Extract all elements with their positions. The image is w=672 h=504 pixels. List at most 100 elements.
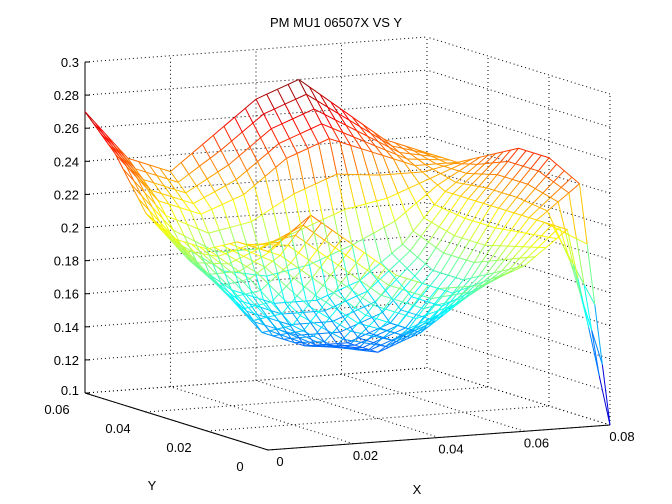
- mesh-segment: [453, 218, 466, 236]
- mesh-segment: [371, 317, 380, 329]
- mesh-segment: [518, 217, 530, 233]
- mesh-segment: [281, 118, 293, 125]
- mesh-segment: [484, 227, 496, 246]
- mesh-segment: [328, 138, 338, 175]
- mesh-segment: [457, 294, 466, 300]
- mesh-segment: [279, 244, 289, 256]
- mesh-segment: [205, 246, 217, 253]
- mesh-segment: [328, 332, 338, 344]
- mesh-segment: [246, 310, 258, 316]
- surface-mesh: [84, 79, 611, 426]
- mesh-segment: [391, 145, 400, 153]
- floor-grid-line: [341, 373, 525, 432]
- mesh-segment: [498, 207, 507, 212]
- mesh-segment: [376, 329, 388, 336]
- mesh-segment: [307, 143, 319, 149]
- mesh-segment: [281, 312, 293, 315]
- mesh-segment: [347, 307, 356, 317]
- mesh-segment: [202, 257, 211, 276]
- mesh-segment: [366, 344, 376, 352]
- z-tick-label: 0.22: [54, 187, 79, 202]
- mesh-segment: [580, 295, 590, 328]
- mesh-segment: [522, 234, 535, 248]
- mesh-segment: [148, 164, 158, 176]
- mesh-segment: [307, 295, 316, 306]
- mesh-segment: [222, 198, 234, 205]
- mesh-segment: [472, 156, 481, 160]
- side-wall-grid-line: [426, 334, 611, 393]
- mesh-segment: [368, 174, 378, 202]
- mesh-segment: [405, 304, 414, 316]
- mesh-segment: [116, 146, 126, 158]
- mesh-segment: [348, 272, 360, 281]
- mesh-segment: [292, 118, 301, 134]
- floor-grid-line: [206, 405, 550, 432]
- mesh-segment: [438, 226, 448, 232]
- mesh-segment: [342, 311, 354, 318]
- mesh-segment: [200, 208, 212, 215]
- mesh-segment: [157, 200, 167, 216]
- mesh-segment: [440, 173, 449, 179]
- mesh-segment: [449, 195, 461, 212]
- mesh-segment: [470, 261, 483, 279]
- mesh-segment: [390, 322, 399, 326]
- mesh-segment: [319, 94, 332, 103]
- mesh-segment: [513, 212, 522, 216]
- mesh-segment: [481, 245, 493, 263]
- mesh-segment: [516, 257, 528, 268]
- mesh-segment: [275, 276, 287, 287]
- mesh-segment: [541, 235, 550, 238]
- mesh-segment: [277, 328, 289, 334]
- mesh-segment: [188, 165, 200, 175]
- mesh-segment: [223, 126, 233, 142]
- mesh-segment: [348, 119, 358, 132]
- mesh-segment: [426, 305, 435, 316]
- mesh-segment: [423, 152, 432, 157]
- mesh-segment: [357, 314, 367, 324]
- mesh-segment: [107, 143, 116, 155]
- mesh-segment: [425, 319, 434, 327]
- mesh-segment: [455, 259, 467, 278]
- mesh-segment: [446, 230, 455, 237]
- side-wall-grid-line: [426, 301, 611, 360]
- mesh-segment: [437, 287, 446, 292]
- mesh-segment: [324, 229, 333, 241]
- mesh-segment: [475, 187, 487, 202]
- mesh-segment: [287, 267, 299, 271]
- mesh-segment: [406, 268, 416, 277]
- mesh-segment: [305, 232, 315, 244]
- mesh-segment: [310, 311, 319, 322]
- mesh-segment: [246, 261, 255, 267]
- mesh-segment: [530, 235, 542, 248]
- mesh-segment: [440, 272, 449, 276]
- mesh-segment: [153, 182, 162, 194]
- mesh-segment: [270, 128, 280, 144]
- mesh-segment: [426, 193, 435, 206]
- mesh-segment: [183, 235, 196, 242]
- mesh-segment: [105, 134, 115, 146]
- mesh-segment: [295, 300, 307, 303]
- mesh-segment: [138, 161, 150, 166]
- mesh-segment: [392, 158, 402, 174]
- mesh-segment: [255, 303, 264, 307]
- mesh-segment: [397, 325, 406, 329]
- mesh-segment: [414, 164, 426, 166]
- mesh-segment: [350, 321, 362, 328]
- mesh-segment: [142, 179, 152, 191]
- mesh-segment: [545, 238, 557, 249]
- mesh-segment: [357, 332, 370, 339]
- mesh-segment: [209, 254, 222, 265]
- mesh-segment: [237, 249, 249, 251]
- mesh-segment: [337, 264, 350, 274]
- mesh-segment: [546, 210, 556, 229]
- mesh-segment: [153, 182, 165, 187]
- mesh-segment: [276, 89, 286, 105]
- mesh-segment: [359, 126, 368, 137]
- mesh-segment: [319, 259, 329, 296]
- mesh-segment: [326, 343, 334, 347]
- mesh-segment: [335, 300, 347, 307]
- mesh-segment: [289, 138, 298, 154]
- mesh-segment: [471, 184, 479, 187]
- mesh-segment: [527, 256, 536, 258]
- mesh-segment: [359, 280, 368, 292]
